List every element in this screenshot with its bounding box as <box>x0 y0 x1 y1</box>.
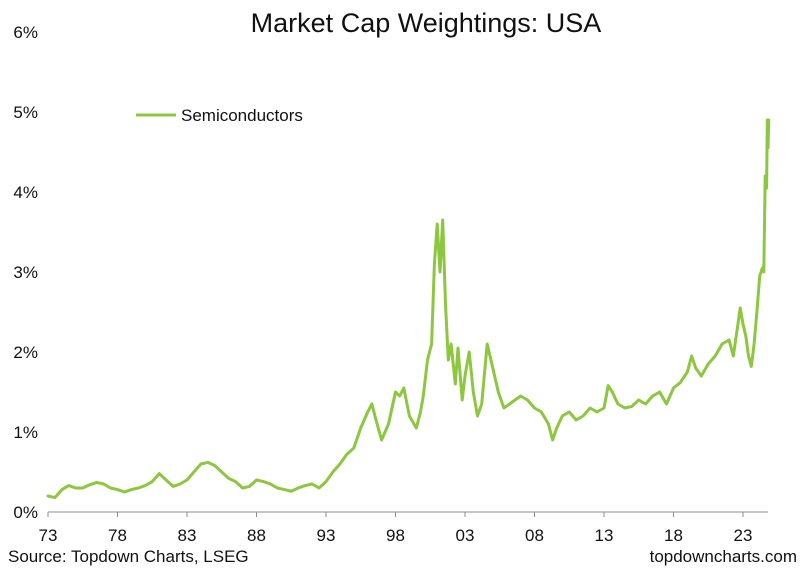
source-note: Source: Topdown Charts, LSEG <box>8 547 249 566</box>
brand-watermark: topdowncharts.com <box>650 547 797 566</box>
x-tick-label: 18 <box>664 526 683 545</box>
x-tick-label: 88 <box>247 526 266 545</box>
x-tick-label: 08 <box>525 526 544 545</box>
y-tick-label: 1% <box>13 423 38 442</box>
series-line-semiconductors <box>46 118 771 500</box>
legend-label: Semiconductors <box>181 106 303 125</box>
y-tick-label: 2% <box>13 343 38 362</box>
chart-title: Market Cap Weightings: USA <box>251 8 602 38</box>
y-tick-label: 0% <box>13 503 38 522</box>
y-tick-label: 6% <box>13 23 38 42</box>
x-tick-label: 13 <box>595 526 614 545</box>
x-tick-label: 23 <box>734 526 753 545</box>
x-tick-label: 73 <box>39 526 58 545</box>
x-tick-label: 93 <box>317 526 336 545</box>
y-tick-label: 3% <box>13 263 38 282</box>
series-layer <box>46 118 771 500</box>
x-tick-label: 98 <box>386 526 405 545</box>
y-tick-label: 4% <box>13 183 38 202</box>
x-tick-label: 03 <box>456 526 475 545</box>
legend: Semiconductors <box>136 106 303 125</box>
x-tick-label: 83 <box>178 526 197 545</box>
x-tick-label: 78 <box>108 526 127 545</box>
y-tick-label: 5% <box>13 103 38 122</box>
x-axis: 73 78 83 88 93 98 03 08 13 18 23 <box>39 512 753 545</box>
y-axis: 0% 1% 2% 3% 4% 5% 6% <box>13 23 38 522</box>
